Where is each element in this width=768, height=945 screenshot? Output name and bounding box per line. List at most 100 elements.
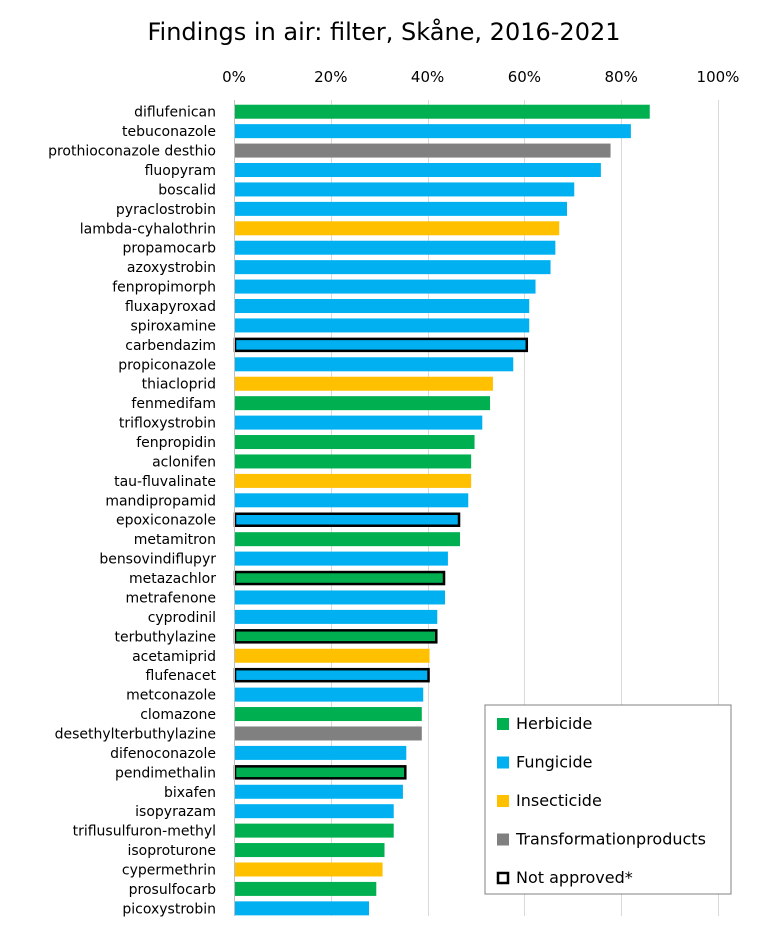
bar-picoxystrobin <box>234 901 370 916</box>
bar-prothioconazole-desthio <box>234 143 611 158</box>
bar-metazachlor <box>233 570 446 586</box>
bar-cyprodinil <box>234 609 438 624</box>
bar-trifloxystrobin <box>234 415 483 430</box>
category-label: mandipropamid <box>105 493 216 509</box>
category-label: bensovindiflupyr <box>99 552 216 568</box>
legend-label: Herbicide <box>516 714 592 733</box>
category-label: cypermethrin <box>122 862 216 878</box>
category-label: acetamiprid <box>132 649 216 665</box>
bar-tebuconazole <box>234 124 631 139</box>
category-label: metrafenone <box>125 590 216 606</box>
category-label: lambda-cyhalothrin <box>80 221 216 237</box>
category-label: fenpropidin <box>136 435 216 451</box>
x-tick-label: 0% <box>222 68 246 86</box>
bar-carbendazim <box>233 337 529 353</box>
category-label: picoxystrobin <box>122 901 216 917</box>
legend-swatch <box>497 756 509 769</box>
legend-label: Not approved* <box>516 868 633 887</box>
category-label: fluxapyroxad <box>125 299 216 315</box>
category-label: pendimethalin <box>115 765 216 781</box>
x-tick-label: 40% <box>411 68 444 86</box>
category-label: carbendazim <box>125 338 216 354</box>
x-tick-label: 100% <box>697 68 740 86</box>
bar-difenoconazole <box>234 745 407 760</box>
bar-bensovindiflupyr <box>234 551 448 566</box>
category-label: clomazone <box>140 707 216 723</box>
legend: Herbicide Fungicide Insecticide Transformat… <box>484 704 732 895</box>
bar-terbuthylazine <box>233 629 438 644</box>
category-label: metconazole <box>126 688 216 704</box>
bar-aclonifen <box>234 454 472 469</box>
bar-isopyrazam <box>234 804 394 819</box>
category-label: metamitron <box>134 532 216 548</box>
category-label: fenmedifam <box>131 396 216 412</box>
bar-fenpropidin <box>234 435 475 450</box>
bar-pyraclostrobin <box>234 201 567 216</box>
category-label: propiconazole <box>118 357 216 373</box>
bar-bixafen <box>234 784 403 799</box>
bar-diflufenican <box>234 104 650 119</box>
category-label: isopyrazam <box>135 804 216 820</box>
bar-acetamiprid <box>234 648 430 663</box>
legend-box <box>484 704 732 895</box>
bar-pendimethalin <box>233 765 407 780</box>
category-label: triflusulfuron-methyl <box>73 824 216 840</box>
category-label: flufenacet <box>146 668 217 684</box>
category-label: fluopyram <box>145 163 216 179</box>
bar-metamitron <box>234 532 461 547</box>
legend-label: Transformationproducts <box>515 830 706 849</box>
category-label: metazachlor <box>129 571 216 587</box>
category-label: propamocarb <box>123 241 217 257</box>
bar-tau-fluvalinate <box>234 473 472 488</box>
bars <box>233 104 650 916</box>
bar-lambda-cyhalothrin <box>234 221 560 236</box>
category-label: azoxystrobin <box>127 260 216 276</box>
legend-swatch <box>496 871 510 885</box>
x-tick-label: 20% <box>314 68 347 86</box>
category-label: aclonifen <box>152 454 216 470</box>
x-tick-label: 80% <box>605 68 638 86</box>
category-label: pyraclostrobin <box>116 202 216 218</box>
bar-azoxystrobin <box>234 260 551 275</box>
bar-cypermethrin <box>234 862 383 877</box>
bar-isoproturone <box>234 843 385 858</box>
category-label: fenpropimorph <box>112 280 216 296</box>
category-label: cyprodinil <box>148 610 216 626</box>
bar-metrafenone <box>234 590 446 605</box>
category-label: prothioconazole desthio <box>48 144 216 160</box>
bar-thiacloprid <box>234 376 493 391</box>
category-label: epoxiconazole <box>116 513 216 529</box>
category-labels: diflufenican tebuconazole prothioconazole … <box>48 105 216 918</box>
category-label: spiroxamine <box>130 318 216 334</box>
category-label: diflufenican <box>134 105 216 121</box>
category-label: tau-fluvalinate <box>114 474 216 490</box>
category-label: difenoconazole <box>110 746 216 762</box>
bar-metconazole <box>234 687 424 702</box>
legend-swatch <box>497 833 509 846</box>
bar-fenpropimorph <box>234 279 536 294</box>
category-label: boscalid <box>158 182 216 198</box>
bar-mandipropamid <box>234 493 469 508</box>
chart-title: Findings in air: filter, Skåne, 2016-202… <box>147 18 621 46</box>
bar-propamocarb <box>234 240 556 255</box>
category-label: tebuconazole <box>122 124 216 140</box>
category-label: bixafen <box>164 785 216 801</box>
category-label: isoproturone <box>127 843 216 859</box>
legend-swatch <box>497 718 509 730</box>
bar-spiroxamine <box>234 318 530 333</box>
bar-fluopyram <box>234 163 601 178</box>
category-label: prosulfocarb <box>129 882 216 898</box>
category-label: trifloxystrobin <box>119 416 216 432</box>
bar-fluxapyroxad <box>234 299 530 314</box>
bar-desethylterbuthylazine <box>234 726 422 741</box>
bar-propiconazole <box>234 357 514 372</box>
bar-triflusulfuron-methyl <box>234 823 394 838</box>
legend-label: Insecticide <box>516 791 602 810</box>
bar-epoxiconazole <box>233 512 461 527</box>
category-label: thiacloprid <box>142 377 216 393</box>
bar-flufenacet <box>233 667 430 683</box>
legend-label: Fungicide <box>516 753 592 772</box>
bar-clomazone <box>234 707 422 722</box>
x-tick-label: 60% <box>508 68 541 86</box>
